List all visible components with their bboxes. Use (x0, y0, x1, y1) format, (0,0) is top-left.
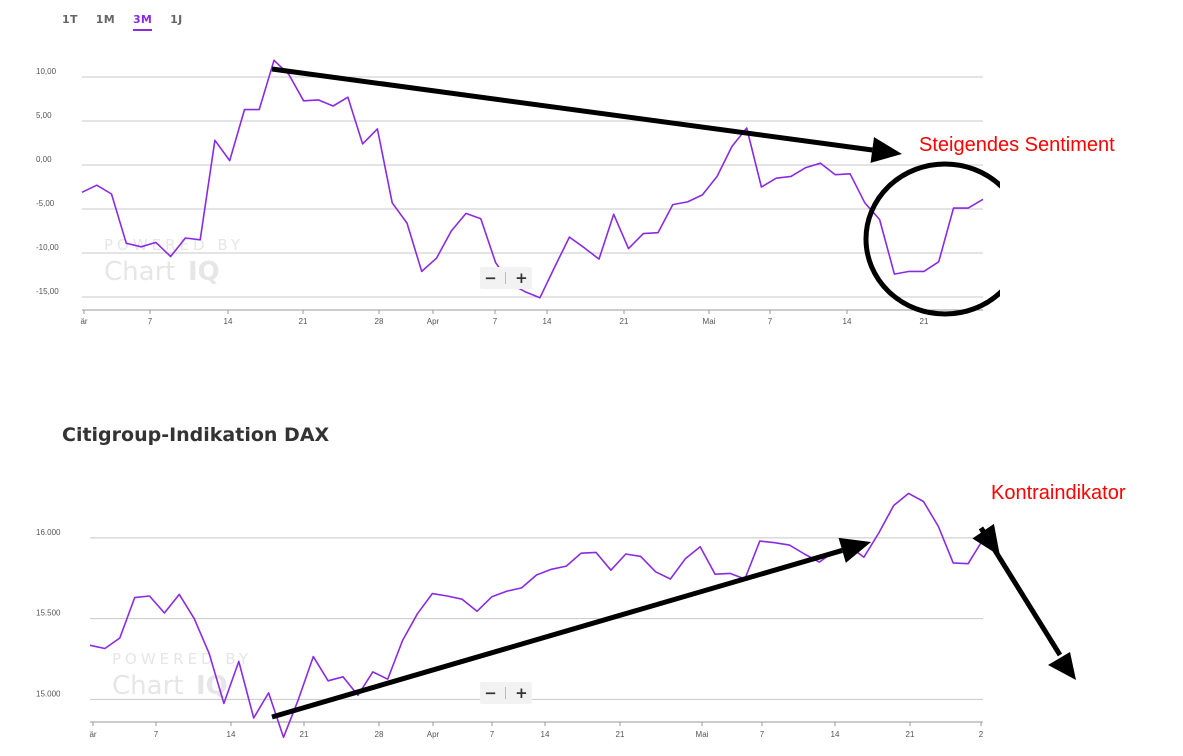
x-tick-label: 21 (920, 317, 929, 326)
zoom-separator (505, 687, 507, 699)
x-tick-label: 28 (375, 730, 384, 739)
x-tick-label: 7 (768, 317, 773, 326)
x-tick-label: 21 (620, 317, 629, 326)
zoom-in-button[interactable]: + (515, 269, 528, 287)
x-tick-label: 7 (148, 317, 153, 326)
x-tick-label: 7 (493, 317, 498, 326)
zoom-controls-top: − + (480, 267, 532, 289)
range-tabs: 1T 1M 3M 1J (62, 13, 183, 31)
y-tick-label: -10,00 (36, 243, 59, 252)
x-tick-label: 14 (543, 317, 552, 326)
x-tick-label: 14 (227, 730, 236, 739)
x-tick-label: 21 (616, 730, 625, 739)
watermark: POWERED BY Chart IQ (104, 236, 244, 287)
y-tick-label: 0,00 (36, 155, 52, 164)
annotation-sentiment: Steigendes Sentiment (919, 134, 1115, 156)
tab-1j[interactable]: 1J (170, 13, 183, 26)
arrow-up-trend (271, 537, 871, 720)
y-tick-label: 15.000 (36, 689, 61, 698)
grid (90, 537, 983, 700)
annotation-kontraindikator: Kontraindikator (991, 482, 1126, 504)
x-tick-label: 7 (490, 730, 495, 739)
y-tick-label: 15.500 (36, 609, 61, 618)
x-tick-label: 7 (760, 730, 765, 739)
watermark-iq: IQ (188, 257, 220, 287)
highlight-circle (863, 161, 1000, 317)
zoom-out-button[interactable]: − (484, 684, 497, 702)
x-tick-label: Mai (696, 730, 709, 739)
y-tick-label: 16.000 (36, 528, 61, 537)
x-tick-label: 21 (906, 730, 915, 739)
x-tick-label: 28 (375, 317, 384, 326)
series-line (81, 59, 984, 299)
annotations (271, 66, 1000, 317)
x-tick-label: 21 (300, 730, 309, 739)
plot-area (81, 59, 984, 299)
watermark-powered-by: POWERED BY (112, 650, 252, 668)
arrow-down-trend (271, 66, 902, 163)
y-tick-label: -15,00 (36, 287, 59, 296)
watermark-chart: Chart (112, 671, 183, 701)
zoom-separator (505, 272, 507, 284)
y-tick-label: -5,00 (36, 199, 55, 208)
watermark-chart: Chart (104, 257, 175, 287)
y-axis: 10,00 5,00 0,00 -5,00 -10,00 -15,00 (36, 67, 59, 296)
x-tick-label: är (80, 317, 87, 326)
chart-title: Citigroup-Indikation DAX (62, 424, 330, 446)
sentiment-chart: POWERED BY Chart IQ 10,00 5,00 0,00 -5,00 -1… (36, 59, 1000, 326)
grid (82, 76, 983, 298)
zoom-out-button[interactable]: − (484, 269, 497, 287)
x-tick-label: 14 (831, 730, 840, 739)
x-tick-label: Apr (427, 730, 440, 739)
x-axis: är 7 14 21 28 Apr 7 14 21 Mai 7 14 21 (80, 309, 983, 326)
x-tick-label: 21 (299, 317, 308, 326)
kontraindikator-arrow-shaft (978, 526, 1063, 657)
x-tick-label: 7 (154, 730, 159, 739)
zoom-in-button[interactable]: + (515, 684, 528, 702)
tab-3m[interactable]: 3M (132, 13, 153, 31)
y-axis: 16.000 15.500 15.000 (36, 528, 61, 699)
zoom-controls-bottom: − + (480, 682, 532, 704)
tab-1m[interactable]: 1M (95, 13, 115, 26)
x-tick-label: Mai (703, 317, 716, 326)
x-tick-label: 14 (224, 317, 233, 326)
x-tick-label: Apr (427, 317, 440, 326)
x-tick-label: 14 (843, 317, 852, 326)
y-tick-label: 5,00 (36, 111, 52, 120)
x-tick-label: 14 (541, 730, 550, 739)
x-axis: är 7 14 21 28 Apr 7 14 21 Mai 7 14 21 2 (89, 721, 984, 739)
tab-1t[interactable]: 1T (62, 13, 78, 26)
y-tick-label: 10,00 (36, 67, 57, 76)
kontraindikator-arrow-head (1048, 652, 1076, 680)
watermark-powered-by: POWERED BY (104, 236, 244, 254)
x-tick-label: 2 (979, 730, 984, 739)
x-tick-label: är (89, 730, 96, 739)
